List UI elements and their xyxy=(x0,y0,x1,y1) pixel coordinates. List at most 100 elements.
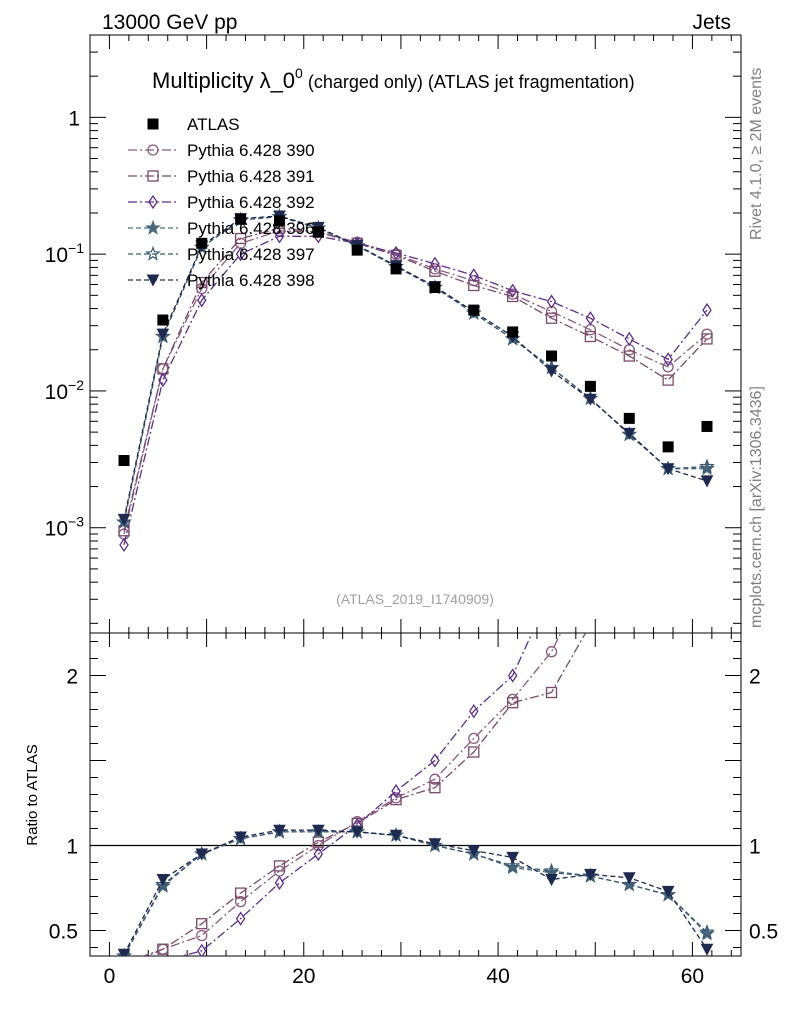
data-point xyxy=(699,923,715,939)
data-point xyxy=(430,256,440,271)
data-point xyxy=(390,793,402,806)
data-point xyxy=(507,668,518,683)
series-line xyxy=(123,227,708,531)
ratio-plot-panel: 2 2 1 1 0.5 0.5 0 20 40 60 Ratio to ATLAS xyxy=(24,632,778,988)
data-point xyxy=(234,232,247,245)
data-point xyxy=(701,333,713,345)
data-point xyxy=(546,350,558,362)
data-point xyxy=(274,229,285,244)
y-tick-label: 10−3 xyxy=(45,514,85,541)
data-point xyxy=(428,838,442,851)
data-point xyxy=(119,537,129,552)
data-point xyxy=(700,943,714,956)
data-point xyxy=(312,824,325,837)
data-point xyxy=(312,226,324,238)
data-point xyxy=(623,412,635,424)
series-pythia-6.428-391 xyxy=(118,222,713,537)
data-point xyxy=(148,194,158,210)
series-line xyxy=(123,215,708,520)
y-tick-label: 2 xyxy=(66,666,78,689)
data-point xyxy=(235,246,246,262)
data-point xyxy=(156,874,170,887)
data-point xyxy=(662,361,674,373)
data-point xyxy=(196,276,208,289)
data-point xyxy=(117,513,131,527)
x-tick-labels: 0 20 40 60 xyxy=(104,965,705,988)
data-point xyxy=(147,118,159,130)
series-atlas-data xyxy=(118,213,713,467)
data-point xyxy=(429,782,441,794)
data-point xyxy=(155,876,171,892)
ratio-pythia-6.428-397 xyxy=(116,823,715,956)
data-point xyxy=(430,753,440,768)
legend-label: ATLAS xyxy=(187,115,240,134)
data-point xyxy=(545,312,558,324)
main-series-group xyxy=(116,208,715,552)
data-point xyxy=(196,293,207,308)
data-point xyxy=(157,314,169,326)
data-point xyxy=(504,857,521,873)
data-point xyxy=(429,265,441,277)
data-point xyxy=(545,874,558,887)
ratio-pythia-6.428-391 xyxy=(141,633,587,956)
data-point xyxy=(196,943,207,956)
data-point xyxy=(701,420,713,432)
data-point xyxy=(235,213,247,225)
data-point xyxy=(116,947,132,956)
x-tick-label: 60 xyxy=(681,965,704,988)
data-point xyxy=(274,875,285,891)
legend-label: Pythia 6.428 398 xyxy=(187,271,315,290)
legend-label: Pythia 6.428 391 xyxy=(187,167,315,186)
data-point xyxy=(195,848,209,861)
x-tick-label: 0 xyxy=(104,965,116,988)
data-point xyxy=(147,170,159,182)
data-point xyxy=(146,274,160,287)
data-point xyxy=(158,372,168,388)
data-point xyxy=(661,463,675,476)
analysis-id-label: (ATLAS_2019_I1740909) xyxy=(336,591,494,607)
data-point xyxy=(584,330,597,343)
series-line xyxy=(123,230,708,535)
y-tick-label-right: 0.5 xyxy=(749,921,778,944)
data-point xyxy=(467,845,481,858)
y-tick-label: 10−2 xyxy=(45,377,85,404)
data-point xyxy=(469,704,479,719)
data-point xyxy=(700,475,714,488)
main-plot-panel: 1 10−1 10−2 10−3 Multiplicity λ_00 (charged… xyxy=(45,34,742,634)
y-tick-label-right: 2 xyxy=(749,666,761,689)
ratio-plot-frame xyxy=(89,632,742,957)
data-point xyxy=(621,876,638,892)
data-point xyxy=(584,393,597,406)
legend-label: Pythia 6.428 396 xyxy=(187,219,315,238)
data-point xyxy=(273,215,285,227)
data-point xyxy=(699,458,715,474)
data-point xyxy=(196,918,208,930)
data-point xyxy=(235,911,246,926)
ratio-line xyxy=(179,633,533,956)
data-point xyxy=(661,885,675,898)
data-point xyxy=(662,441,674,453)
data-point xyxy=(389,829,403,842)
ratio-axis-ticks xyxy=(90,633,741,956)
data-point xyxy=(156,328,170,341)
data-point xyxy=(157,943,169,955)
data-point xyxy=(313,846,324,862)
data-point xyxy=(468,732,480,745)
data-point xyxy=(702,302,712,318)
data-point xyxy=(506,851,519,864)
data-point xyxy=(468,304,480,316)
plot-title: Multiplicity λ_00 (charged only) (ATLAS … xyxy=(152,65,635,93)
data-point xyxy=(622,872,636,885)
data-point xyxy=(584,380,596,392)
data-point xyxy=(350,826,364,839)
data-point xyxy=(624,331,635,347)
data-point xyxy=(147,144,159,156)
data-point xyxy=(585,311,596,326)
ratio-y-axis-label: Ratio to ATLAS xyxy=(24,744,41,845)
data-point xyxy=(273,824,286,837)
rivet-version-label: Rivet 4.1.0, ≥ 2M events xyxy=(748,68,765,240)
data-point xyxy=(145,245,161,261)
data-point xyxy=(273,860,286,872)
legend-label: Pythia 6.428 397 xyxy=(187,245,315,264)
data-point xyxy=(469,268,479,283)
